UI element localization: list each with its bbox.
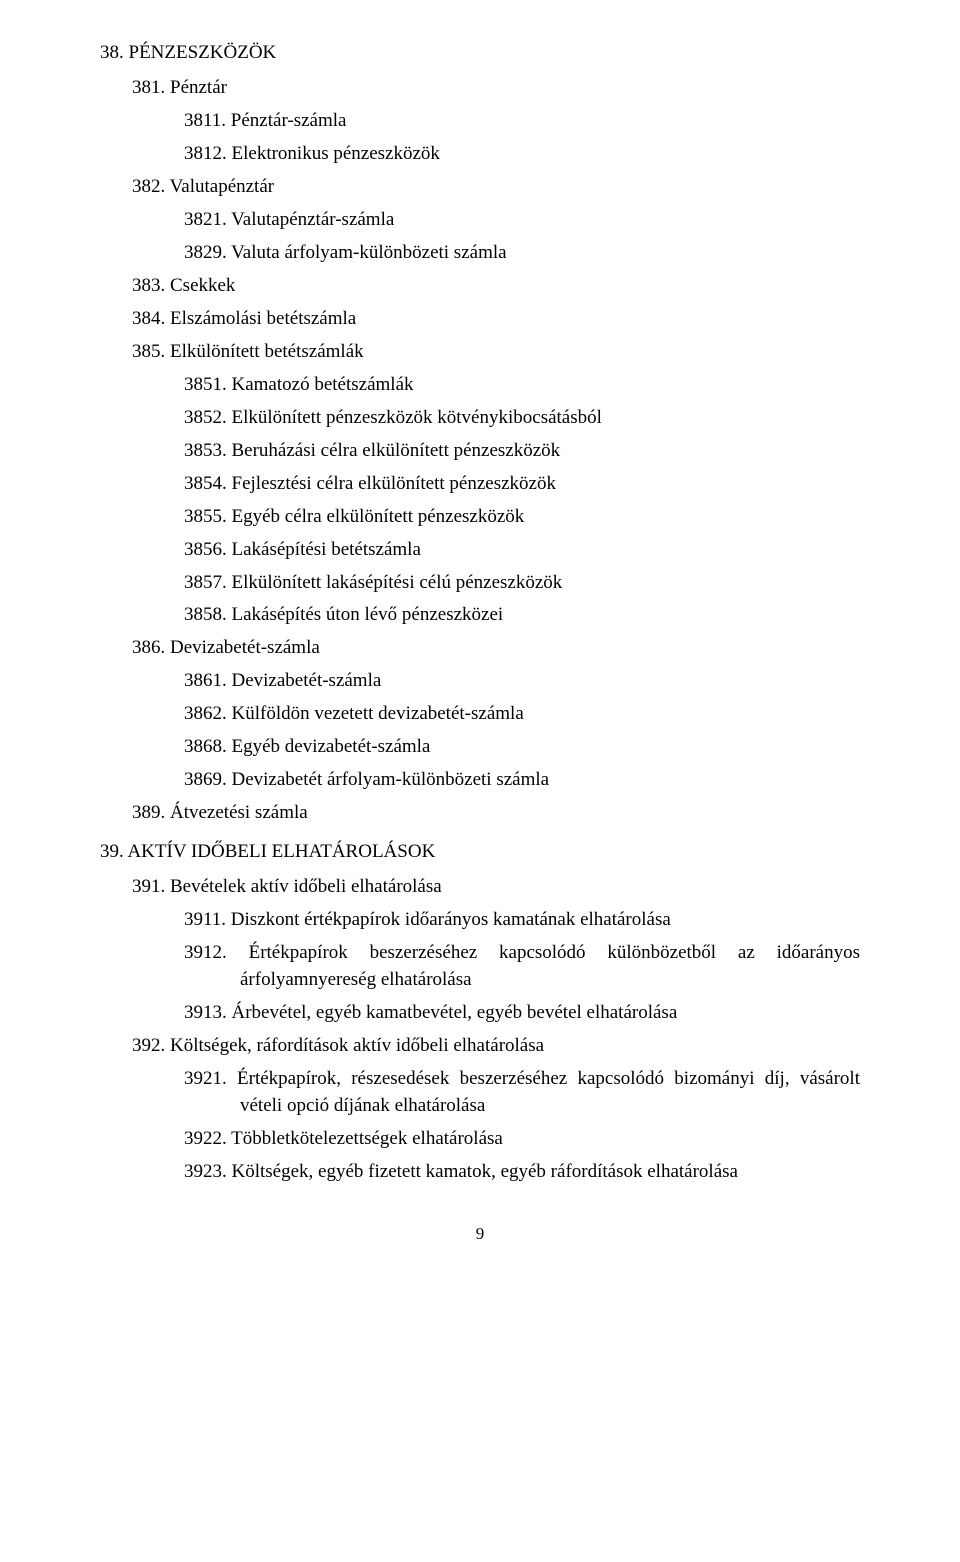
item-3821: 3821. Valutapénztár-számla <box>184 207 860 234</box>
page-number: 9 <box>100 1222 860 1246</box>
item-3921: 3921. Értékpapírok, részesedések beszerz… <box>184 1066 860 1120</box>
item-3855: 3855. Egyéb célra elkülönített pénzeszkö… <box>184 504 860 531</box>
item-3858: 3858. Lakásépítés úton lévő pénzeszközei <box>184 602 860 629</box>
item-3857: 3857. Elkülönített lakásépítési célú pén… <box>184 570 860 597</box>
item-3922: 3922. Többletkötelezettségek elhatárolás… <box>184 1126 860 1153</box>
item-3912: 3912. Értékpapírok beszerzéséhez kapcsol… <box>184 940 860 994</box>
item-392: 392. Költségek, ráfordítások aktív időbe… <box>132 1033 860 1060</box>
heading-39: 39. AKTÍV IDŐBELI ELHATÁROLÁSOK <box>100 839 860 866</box>
item-391: 391. Bevételek aktív időbeli elhatárolás… <box>132 874 860 901</box>
item-382: 382. Valutapénztár <box>132 174 860 201</box>
item-3869: 3869. Devizabetét árfolyam-különbözeti s… <box>184 767 860 794</box>
item-383: 383. Csekkek <box>132 273 860 300</box>
item-3812: 3812. Elektronikus pénzeszközök <box>184 141 860 168</box>
item-381: 381. Pénztár <box>132 75 860 102</box>
item-384: 384. Elszámolási betétszámla <box>132 306 860 333</box>
item-385: 385. Elkülönített betétszámlák <box>132 339 860 366</box>
item-3829: 3829. Valuta árfolyam-különbözeti számla <box>184 240 860 267</box>
item-3913: 3913. Árbevétel, egyéb kamatbevétel, egy… <box>184 1000 860 1027</box>
item-3811: 3811. Pénztár-számla <box>184 108 860 135</box>
item-3853: 3853. Beruházási célra elkülönített pénz… <box>184 438 860 465</box>
item-3852: 3852. Elkülönített pénzeszközök kötvényk… <box>184 405 860 432</box>
item-3851: 3851. Kamatozó betétszámlák <box>184 372 860 399</box>
item-389: 389. Átvezetési számla <box>132 800 860 827</box>
item-3862: 3862. Külföldön vezetett devizabetét-szá… <box>184 701 860 728</box>
item-3856: 3856. Lakásépítési betétszámla <box>184 537 860 564</box>
item-3868: 3868. Egyéb devizabetét-számla <box>184 734 860 761</box>
item-386: 386. Devizabetét-számla <box>132 635 860 662</box>
item-3861: 3861. Devizabetét-számla <box>184 668 860 695</box>
heading-38: 38. PÉNZESZKÖZÖK <box>100 40 860 67</box>
item-3911: 3911. Diszkont értékpapírok időarányos k… <box>184 907 860 934</box>
item-3923: 3923. Költségek, egyéb fizetett kamatok,… <box>184 1159 860 1186</box>
item-3854: 3854. Fejlesztési célra elkülönített pén… <box>184 471 860 498</box>
